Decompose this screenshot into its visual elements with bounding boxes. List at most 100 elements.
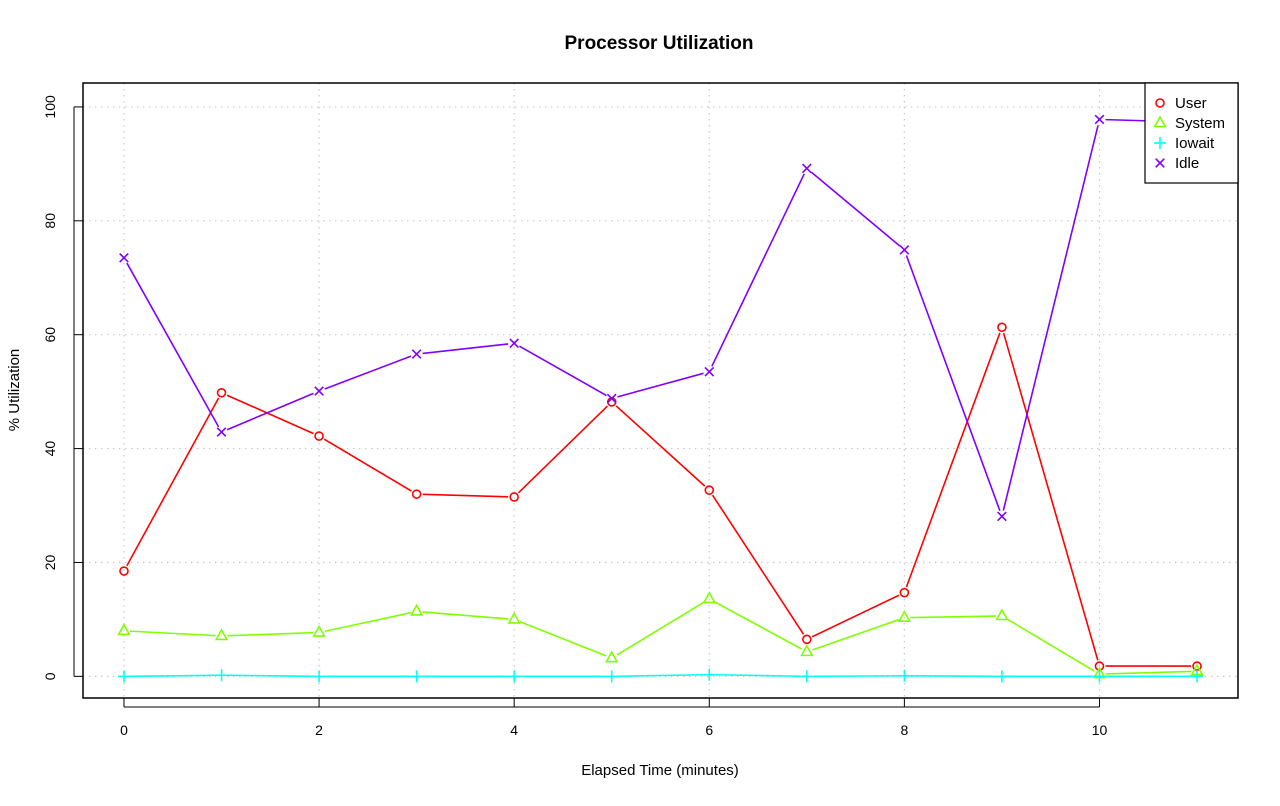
chart-title: Processor Utilization [565,33,754,54]
data-point-system [802,646,813,656]
y-tick-label: 100 [42,95,58,119]
series-idle-segment [325,356,411,389]
series-user-segment [713,495,804,634]
x-axis-label: Elapsed Time (minutes) [581,762,739,779]
data-point-user [120,567,128,575]
series-system-segment [617,602,704,655]
marker-shape [120,567,128,575]
series-iowait-segment [130,675,216,676]
data-point-system [216,630,227,640]
data-point-user [510,493,518,501]
series-group [118,115,1203,682]
marker-shape [802,646,813,656]
data-point-system [606,652,617,662]
series-system-segment [423,612,509,619]
marker-shape [997,610,1008,620]
series-iowait-segment [228,675,314,676]
data-point-iowait [606,670,618,682]
series-system-segment [325,613,411,632]
data-point-user [998,323,1006,331]
x-tick-label: 8 [900,722,908,738]
data-point-idle [900,246,909,255]
marker-shape [218,389,226,397]
y-tick-label: 80 [42,213,58,229]
plot-border [83,83,1238,698]
x-tick-label: 4 [510,722,518,738]
marker-shape [413,490,421,498]
marker-shape [314,627,325,637]
x-tick-label: 6 [705,722,713,738]
y-tick-label: 0 [42,672,58,680]
y-tick-label: 40 [42,441,58,457]
legend-label-user: User [1175,95,1207,112]
data-point-idle [120,254,129,263]
data-point-idle [705,367,714,376]
series-user-segment [127,398,219,566]
marker-shape [899,612,910,622]
data-point-iowait [898,670,910,682]
data-point-system [411,605,422,615]
data-point-system [314,627,325,637]
data-point-user [900,589,908,597]
series-system-segment [1105,671,1191,673]
legend-label-system: System [1175,115,1225,132]
data-point-iowait [508,670,520,682]
data-point-idle [1095,115,1104,124]
series-idle-segment [712,174,804,366]
series-system-segment [228,633,314,636]
series-user-segment [812,595,899,637]
marker-shape [704,593,715,603]
data-point-idle [315,387,324,396]
marker-shape [510,493,518,501]
marker-shape [411,605,422,615]
data-point-iowait [411,670,423,682]
series-user-segment [518,406,607,493]
marker-shape [315,432,323,440]
series-iowait [118,669,1203,683]
data-point-idle [510,339,519,348]
data-point-iowait [703,669,715,681]
data-point-iowait [1093,670,1105,682]
series-user-segment [616,406,705,486]
series-idle-segment [811,172,899,246]
grid [83,83,1238,698]
series-system-segment [130,631,216,635]
series-idle-segment [906,255,999,510]
data-point-user [803,635,811,643]
x-tick-label: 10 [1092,722,1108,738]
series-idle-segment [227,393,313,429]
legend-label-iowait: Iowait [1175,135,1215,152]
data-point-iowait [996,670,1008,682]
series-system [119,593,1203,678]
data-point-idle [998,512,1007,521]
series-user-segment [324,439,411,491]
series-system-segment [910,616,996,617]
marker-shape [803,635,811,643]
y-tick-label: 60 [42,327,58,343]
data-point-idle [217,428,226,437]
x-tick-label: 2 [315,722,323,738]
data-point-user [218,389,226,397]
series-system-segment [715,602,802,649]
data-point-system [704,593,715,603]
y-axis-label: % Utilization [6,349,23,432]
data-point-system [997,610,1008,620]
data-point-iowait [313,670,325,682]
data-point-iowait [216,669,228,681]
data-point-idle [412,350,421,359]
data-point-user [315,432,323,440]
data-point-user [413,490,421,498]
series-idle-segment [618,373,704,397]
series-idle-segment [1003,125,1098,510]
marker-shape [900,589,908,597]
marker-shape [705,486,713,494]
series-idle-segment [519,346,606,395]
x-tick-label: 0 [120,722,128,738]
series-user-segment [906,333,999,587]
series-system-segment [520,622,606,656]
data-point-iowait [801,670,813,682]
data-point-user [705,486,713,494]
